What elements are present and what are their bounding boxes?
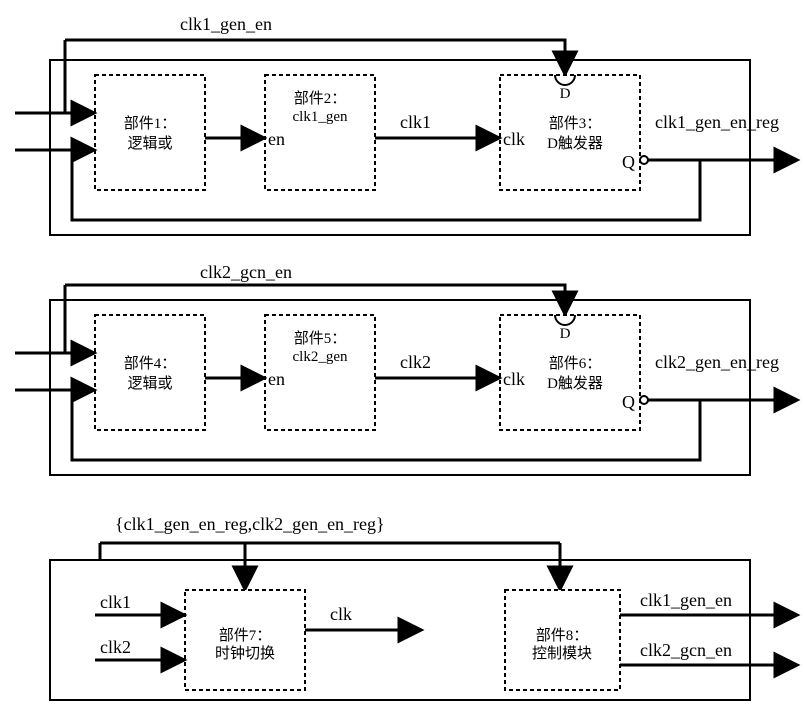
block1-sub: 逻辑或 [127,135,172,152]
label-clk1: clk1 [400,112,431,132]
signal-clk1-gen-en: clk1_gen_en [180,14,272,34]
block7-sub: 时钟切换 [215,645,275,662]
block8-title: 部件8： [536,627,589,644]
label-out1: clk1_gen_en_reg [655,112,779,132]
label-b7-clk2: clk2 [100,637,131,657]
block2-en: en [268,129,285,149]
block6-clk: clk [503,369,525,389]
block6-q-bubble [640,396,648,404]
block6-q: Q [622,392,635,412]
block1 [95,75,205,190]
block4-title: 部件4： [124,355,177,372]
label-b7-clk1: clk1 [100,592,131,612]
diagram-svg: clk1_gen_en 部件1： 逻辑或 部件2： clk1_gen en 部件… [0,0,804,711]
block5-sub: clk2_gen [293,349,348,365]
block2-title: 部件2： [294,90,347,107]
label-b8-out1: clk1_gen_en [640,590,732,610]
block3-d: D [560,86,571,102]
block3-clk: clk [503,129,525,149]
block6-d: D [560,326,571,342]
block5-title: 部件5： [294,330,347,347]
block3-q-bubble [640,156,648,164]
block3-sub: D触发器 [547,135,603,152]
block6-title: 部件6： [549,355,602,372]
block5-en: en [268,369,285,389]
block4 [95,315,205,430]
signal-bottom-header: {clk1_gen_en_reg,clk2_gen_en_reg} [115,514,385,534]
label-b7-clk: clk [330,604,352,624]
wire-top-d [65,40,565,73]
block1-title: 部件1： [124,115,177,132]
block8-sub: 控制模块 [532,645,592,662]
block7-title: 部件7： [219,627,272,644]
block3-q: Q [622,152,635,172]
label-clk2: clk2 [400,352,431,372]
block2-sub: clk1_gen [293,109,348,125]
block4-sub: 逻辑或 [127,375,172,392]
block3-title: 部件3： [549,115,602,132]
signal-clk2-gcn-en: clk2_gcn_en [200,262,292,282]
label-out2: clk2_gen_en_reg [655,352,779,372]
block6-sub: D触发器 [547,375,603,392]
label-b8-out2: clk2_gcn_en [640,640,732,660]
